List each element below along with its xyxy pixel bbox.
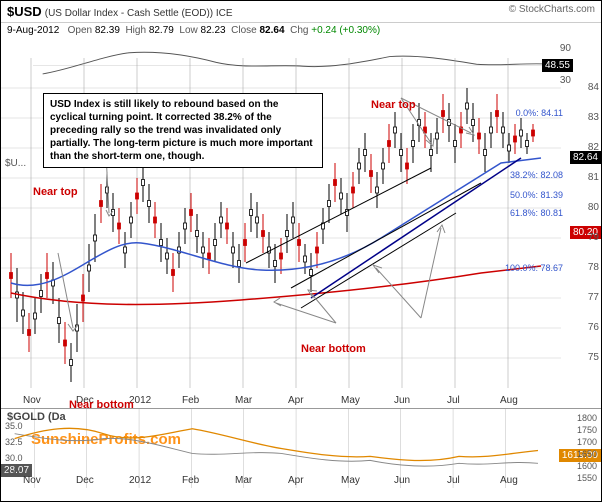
annotation-box: USD Index is still likely to rebound bas… [43, 93, 323, 168]
near-bottom-label-1: Near bottom [301, 343, 366, 355]
ohlc-row: 9-Aug-2012 Open 82.39 High 82.79 Low 82.… [1, 23, 601, 38]
y-axis-label: $U... [5, 158, 26, 169]
chart-header: © StockCharts.com $USD (US Dollar Index … [1, 1, 601, 23]
desc-text: (US Dollar Index - Cash Settle (EOD)) IC… [45, 8, 233, 19]
near-top-label-1: Near top [33, 186, 78, 198]
symbol-text: $USD [7, 4, 42, 19]
credit-text: © StockCharts.com [509, 4, 595, 15]
gold-panel: $GOLD (Da 1619.00 28.07 35.032.530.027.5… [1, 408, 601, 488]
date-text: 9-Aug-2012 [7, 25, 59, 36]
near-top-label-2: Near top [371, 99, 416, 111]
